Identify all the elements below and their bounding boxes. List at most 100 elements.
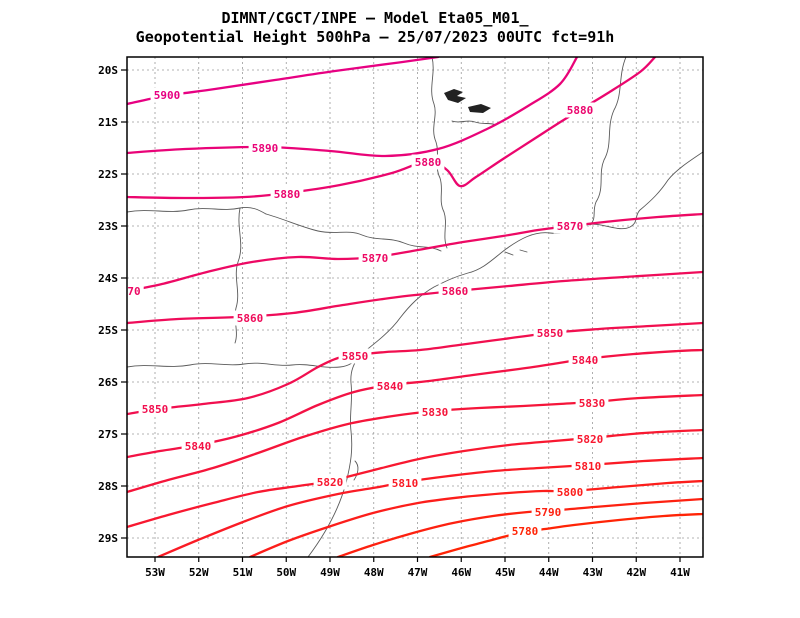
contour-label: 5860 [442, 285, 469, 298]
lon-label: 51W [233, 566, 253, 579]
contour-label: 5800 [557, 486, 584, 499]
contour-label-box [313, 474, 347, 490]
state-border [589, 57, 627, 226]
contour-label: 5870 [362, 252, 389, 265]
contour-label-box [573, 431, 607, 447]
lat-label: 21S [98, 116, 118, 129]
contour-label-box [571, 458, 605, 474]
lon-label: 53W [145, 566, 165, 579]
contour-label: 5820 [577, 433, 604, 446]
lon-label: 41W [670, 566, 690, 579]
contour-label: 5840 [377, 380, 404, 393]
contour-label: 5790 [535, 506, 562, 519]
contour-5790 [336, 497, 703, 557]
island [504, 249, 528, 256]
river [234, 207, 242, 344]
contour-5810 [156, 456, 703, 557]
contour-label-box [418, 404, 452, 420]
contour-label: 5850 [342, 350, 369, 363]
contour-label-box [233, 310, 267, 326]
lat-label: 27S [98, 428, 118, 441]
contour-5880 [127, 57, 657, 200]
contour-label-box [508, 523, 542, 539]
contour-label-box [150, 87, 184, 103]
contour-label: 5870 [557, 220, 584, 233]
contour-label: 5850 [142, 403, 169, 416]
contour-label: 5860 [237, 312, 264, 325]
geography-layer [127, 57, 703, 557]
lon-label: 44W [539, 566, 559, 579]
state-border [265, 213, 442, 252]
contour-label-box [553, 484, 587, 500]
contour-label: 5830 [579, 397, 606, 410]
lon-label: 49W [320, 566, 340, 579]
lat-label: 26S [98, 376, 118, 389]
island [353, 460, 359, 481]
contour-label-layer: 5900 5890 5880 5880 5880 70 5870 5870 5860 5860 58… [127, 87, 609, 539]
contour-5890 [127, 57, 579, 158]
contour-5800 [248, 479, 703, 557]
contour-label-box [533, 325, 567, 341]
lon-label: 45W [495, 566, 515, 579]
contour-label: 5880 [415, 156, 442, 169]
lat-label: 28S [98, 480, 118, 493]
lon-label: 43W [583, 566, 603, 579]
contour-label: 5880 [567, 104, 594, 117]
lat-label: 25S [98, 324, 118, 337]
contour-label-box [568, 352, 602, 368]
contour-label: 5830 [422, 406, 449, 419]
contour-label: 70 [127, 285, 140, 298]
contour-label-box [411, 154, 445, 170]
lat-label: 29S [98, 532, 118, 545]
lat-label: 24S [98, 272, 118, 285]
contour-label-box [563, 102, 597, 118]
contour-label: 5810 [575, 460, 602, 473]
lat-label: 20S [98, 64, 118, 77]
contour-label-box [388, 475, 422, 491]
contour-5870 [127, 212, 703, 293]
contour-label: 5840 [185, 440, 212, 453]
contour-label: 5820 [317, 476, 344, 489]
contour-label: 5880 [274, 188, 301, 201]
map-title-line2: Geopotential Height 500hPa — 25/07/2023 … [136, 28, 615, 46]
coastline [307, 151, 703, 557]
lon-label: 42W [626, 566, 646, 579]
contour-label-box [531, 504, 565, 520]
contour-label: 5890 [252, 142, 279, 155]
axis-layer: 53W 52W 51W 50W 49W 48W 47W 46W 45W 44W 43W 42W 41W 2… [98, 64, 690, 579]
river [451, 120, 497, 126]
lon-label: 52W [189, 566, 209, 579]
plot-border [126, 56, 704, 558]
contour-label: 5900 [154, 89, 181, 102]
contour-label-box [438, 283, 472, 299]
contour-label: 5850 [537, 327, 564, 340]
contour-label-box [181, 438, 215, 454]
map-title-line1: DIMNT/CGCT/INPE — Model Eta05_M01_ [221, 9, 529, 27]
contour-5840 [127, 348, 703, 459]
contour-label-box [575, 395, 609, 411]
lon-label: 48W [364, 566, 384, 579]
lat-label: 23S [98, 220, 118, 233]
state-border [127, 354, 361, 368]
state-border [431, 57, 448, 249]
contour-label-box [358, 250, 392, 266]
lat-label: 22S [98, 168, 118, 181]
lon-label: 46W [451, 566, 471, 579]
contour-label-box [270, 186, 304, 202]
contour-label-box [338, 348, 372, 364]
lon-label: 50W [276, 566, 296, 579]
reservoir [468, 104, 491, 113]
contour-5860 [127, 270, 703, 325]
contour-label-box [248, 140, 282, 156]
contour-label-box [373, 378, 407, 394]
state-border [127, 207, 267, 215]
contour-label: 5840 [572, 354, 599, 367]
contour-label: 5780 [512, 525, 539, 538]
contour-label: 5810 [392, 477, 419, 490]
contour-label-box [138, 401, 172, 417]
contour-label-box [553, 218, 587, 234]
reservoir [444, 89, 466, 103]
contour-label-box [127, 283, 144, 299]
